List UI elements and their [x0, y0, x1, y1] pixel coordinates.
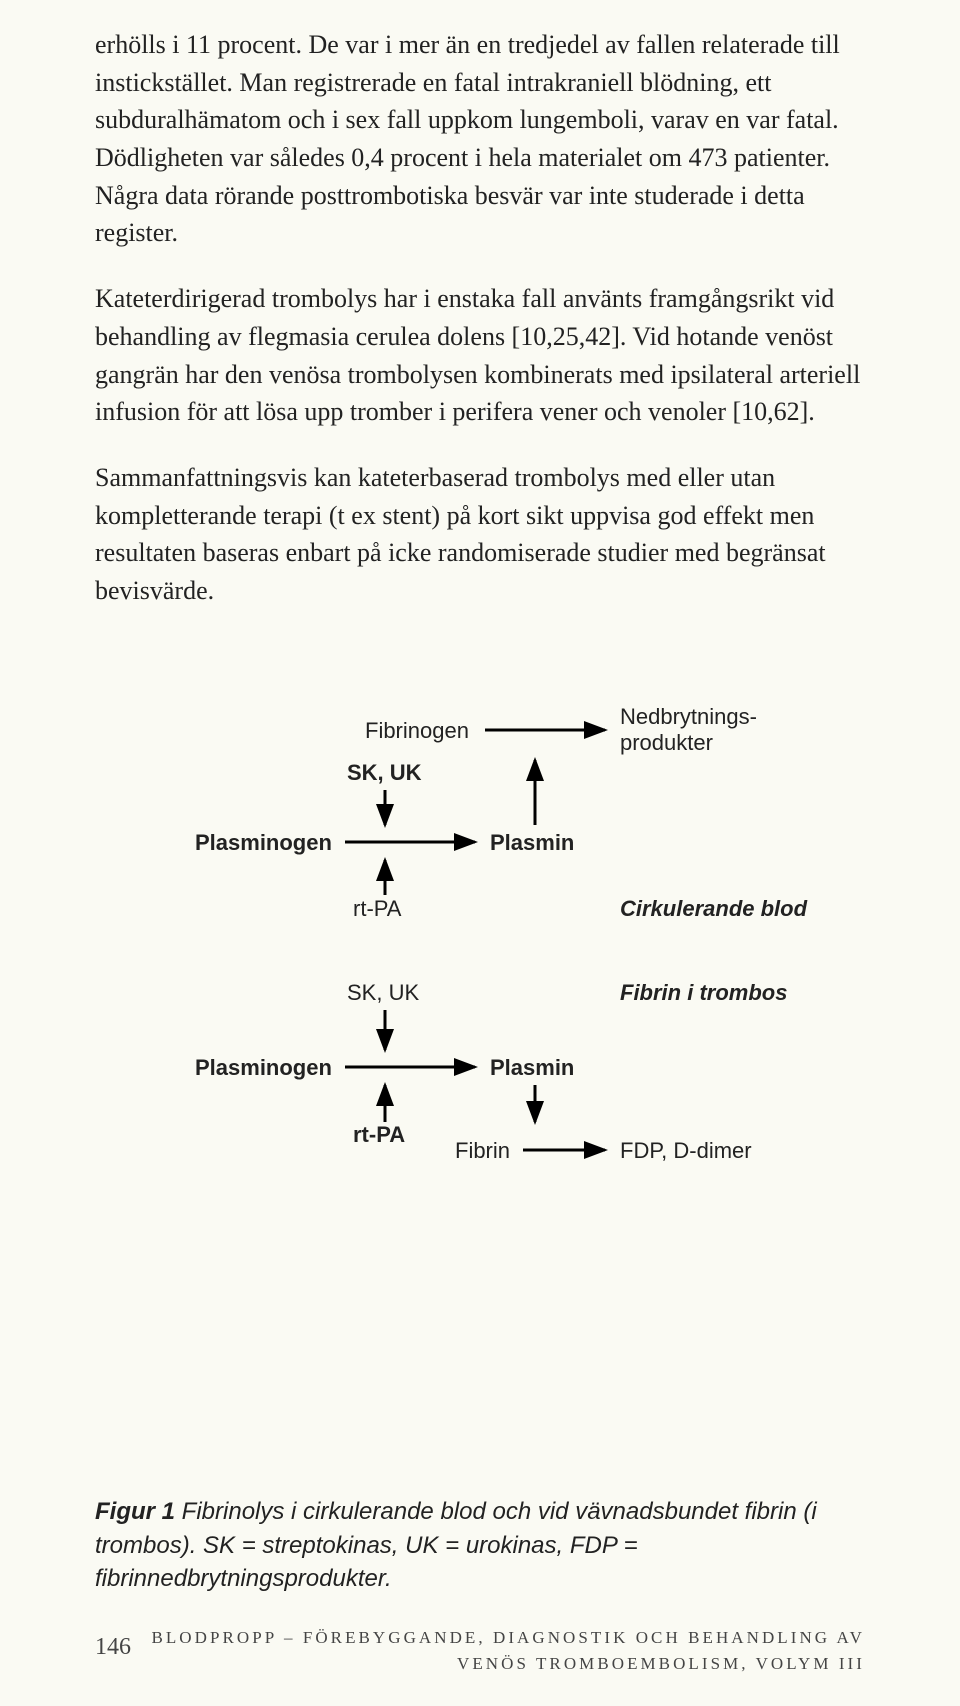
label-plasminogen-1: Plasminogen [195, 830, 332, 856]
label-fibrinogen: Fibrinogen [365, 718, 469, 744]
label-rtpa-2: rt-PA [353, 1122, 405, 1148]
figure-text: Fibrinolys i cirkulerande blod och vid v… [95, 1498, 817, 1592]
page-number: 146 [95, 1634, 131, 1661]
label-fdp: FDP, D-dimer [620, 1138, 752, 1164]
fibrinolysis-diagram: Fibrinogen Nedbrytnings-produkter SK, UK… [95, 690, 865, 1210]
label-plasmin-2: Plasmin [490, 1055, 574, 1081]
running-footer-l2: VENÖS TROMBOEMBOLISM, VOLYM III [151, 1651, 865, 1677]
diagram-arrows [95, 690, 865, 1210]
label-fibrin: Fibrin [455, 1138, 510, 1164]
paragraph-3: Sammanfattningsvis kan kateterbaserad tr… [95, 459, 865, 610]
label-fibrintromb: Fibrin i trombos [620, 980, 787, 1006]
label-nedbrytnings: Nedbrytnings-produkter [620, 704, 757, 757]
label-skuk-1: SK, UK [347, 760, 422, 786]
paragraph-2: Kateterdirigerad trombolys har i enstaka… [95, 280, 865, 431]
label-rtpa-1: rt-PA [353, 896, 401, 922]
figure-label: Figur 1 [95, 1498, 175, 1525]
paragraph-1: erhölls i 11 procent. De var i mer än en… [95, 26, 865, 252]
label-cirkblod: Cirkulerande blod [620, 896, 807, 922]
label-plasmin-1: Plasmin [490, 830, 574, 856]
label-plasminogen-2: Plasminogen [195, 1055, 332, 1081]
label-skuk-2: SK, UK [347, 980, 419, 1006]
figure-caption: Figur 1 Fibrinolys i cirkulerande blod o… [95, 1495, 865, 1596]
running-footer: BLODPROPP – FÖREBYGGANDE, DIAGNOSTIK OCH… [151, 1625, 865, 1676]
running-footer-l1: BLODPROPP – FÖREBYGGANDE, DIAGNOSTIK OCH… [151, 1625, 865, 1651]
